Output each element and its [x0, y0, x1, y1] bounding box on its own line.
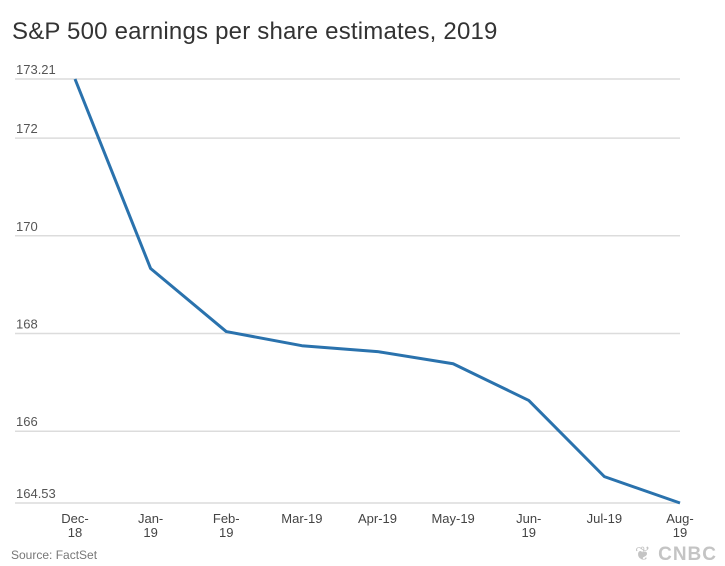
chart-title: S&P 500 earnings per share estimates, 20… [12, 18, 498, 45]
y-tick-label: 170 [16, 219, 38, 234]
y-tick-label: 166 [16, 414, 38, 429]
y-tick-label: 164.53 [16, 486, 56, 501]
source-note: Source: FactSet [11, 548, 98, 562]
y-tick-label: 173.21 [16, 62, 56, 77]
x-tick-label: Jun-19 [516, 511, 541, 540]
y-tick-label: 168 [16, 316, 38, 331]
x-tick-label: Mar-19 [281, 511, 322, 526]
x-tick-label: Dec-18 [61, 511, 88, 540]
cnbc-logo: ❦ CNBC [634, 544, 717, 565]
series-line [73, 78, 681, 505]
x-tick-label: Feb-19 [213, 511, 240, 540]
x-tick-label: Apr-19 [358, 511, 397, 526]
x-tick-label: May-19 [431, 511, 474, 526]
x-tick-label: Aug-19 [666, 511, 693, 540]
y-tick-label: 172 [16, 121, 38, 136]
x-tick-label: Jan-19 [138, 511, 163, 540]
x-tick-label: Jul-19 [587, 511, 622, 526]
